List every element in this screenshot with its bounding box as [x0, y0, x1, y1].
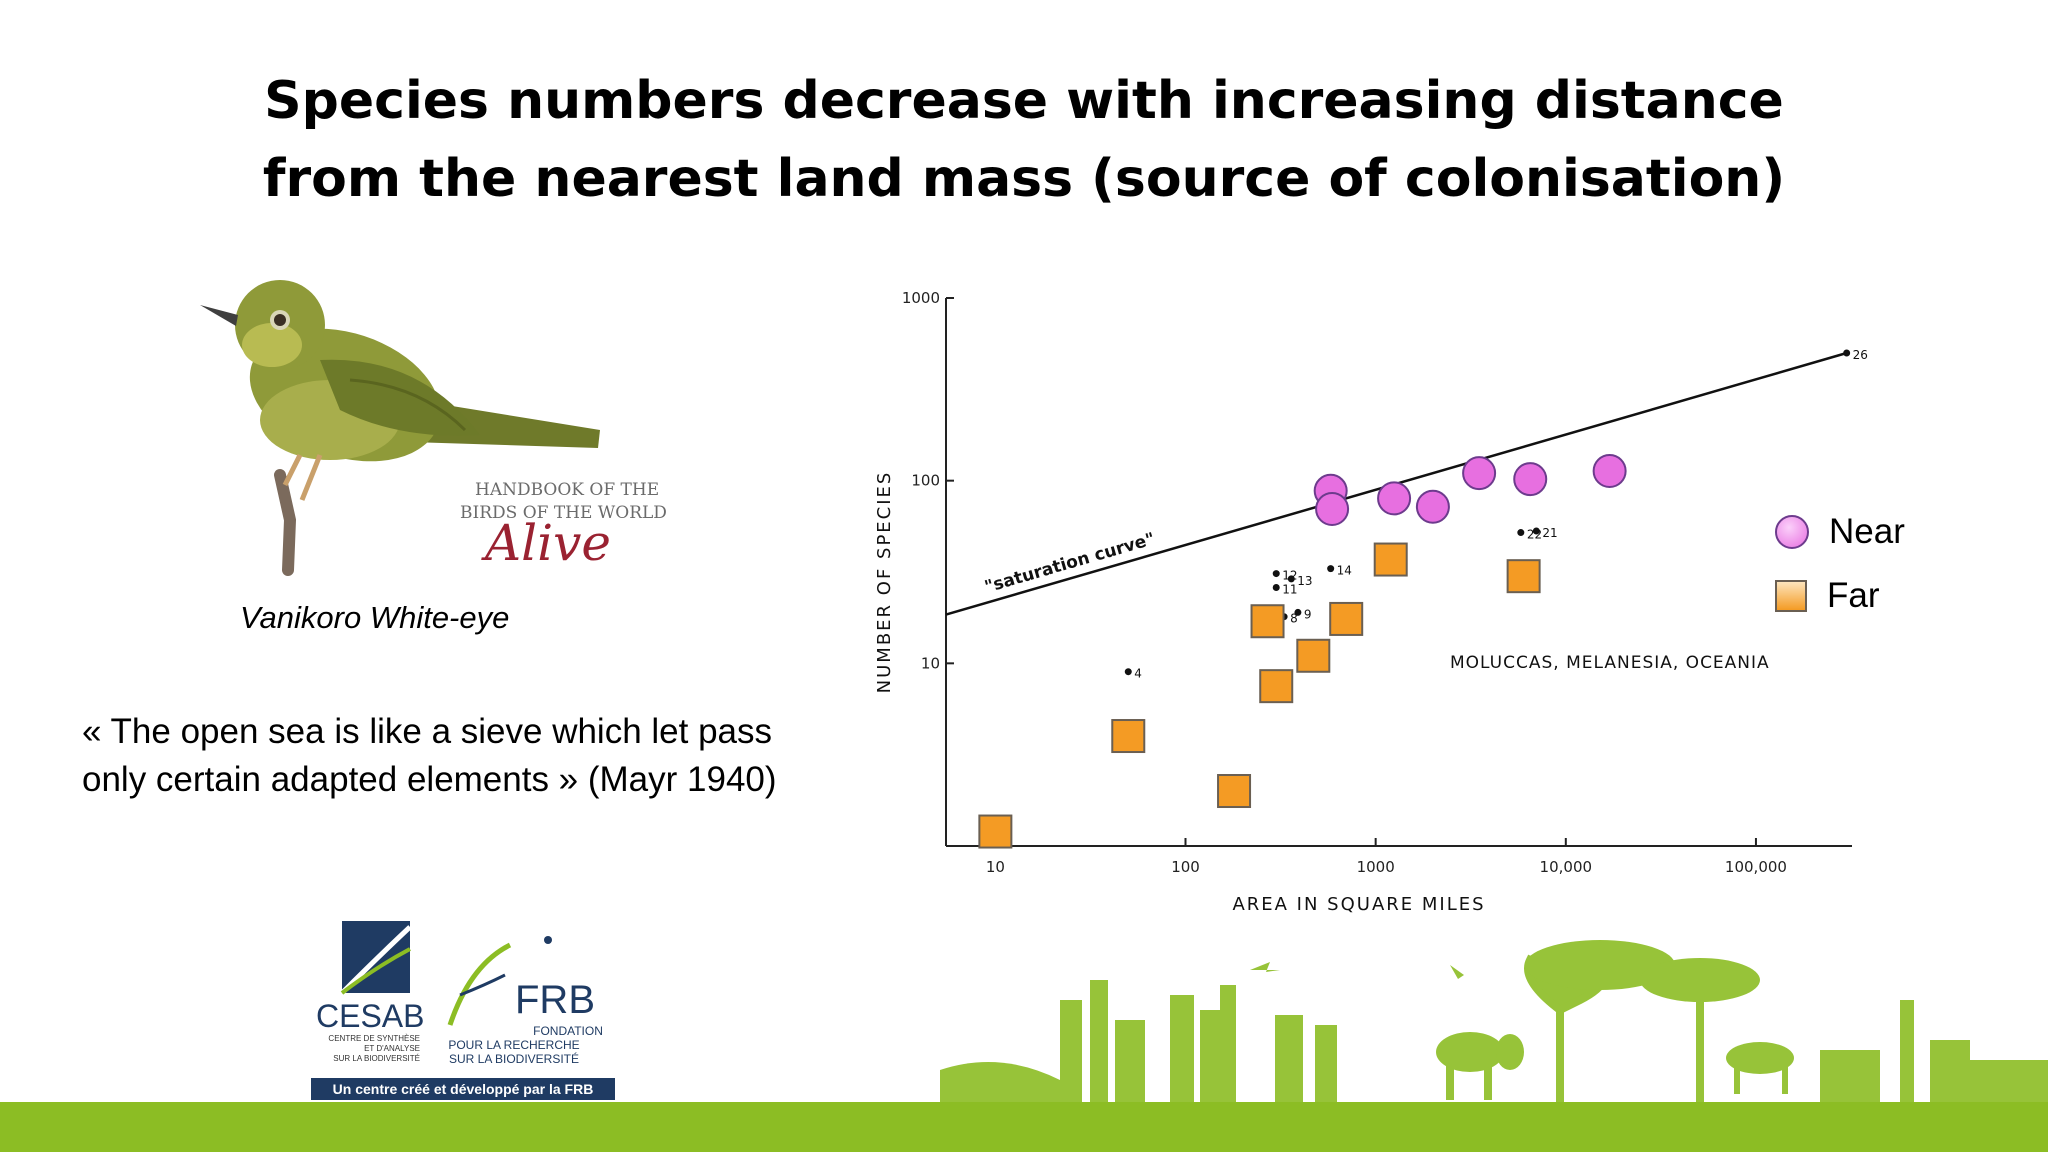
chart-legend: Near Far: [1775, 500, 1905, 628]
near-point: [1377, 481, 1412, 516]
legend-near: Near: [1775, 500, 1905, 564]
title-line-2: from the nearest land mass (source of co…: [262, 149, 1786, 209]
far-point: [1259, 669, 1294, 704]
original-point: [1517, 529, 1525, 537]
near-point: [1592, 453, 1627, 488]
x-tick-label: 100: [1171, 858, 1200, 876]
x-tick-label: 10: [986, 858, 1005, 876]
frb-sub-1: FONDATION: [533, 1024, 603, 1038]
far-marker-icon: [1775, 580, 1807, 612]
original-point-label: 9: [1304, 607, 1312, 621]
frb-logo: FRB FONDATION POUR LA RECHERCHE SUR LA B…: [447, 936, 603, 1066]
region-label: MOLUCCAS, MELANESIA, OCEANIA: [1450, 653, 1770, 673]
original-point-label: 13: [1297, 574, 1312, 588]
original-point: [1272, 570, 1280, 578]
far-series: [978, 542, 1541, 849]
chart-labels: AREA IN SQUARE MILES NUMBER OF SPECIES MOL…: [874, 471, 1770, 915]
y-tick-label: 1000: [902, 289, 940, 307]
cesab-sub-3: SUR LA BIODIVERSITÉ: [333, 1054, 420, 1063]
original-point: [1532, 527, 1540, 535]
legend-far: Far: [1775, 564, 1905, 628]
cesab-sub-1: CENTRE DE SYNTHÈSE: [328, 1034, 420, 1043]
near-point: [1315, 491, 1350, 526]
near-marker-icon: [1775, 515, 1809, 549]
frb-name: FRB: [515, 978, 595, 1022]
y-axis-title: NUMBER OF SPECIES: [874, 471, 895, 694]
near-point: [1462, 456, 1497, 491]
legend-far-label: Far: [1827, 576, 1880, 615]
original-point-label: 8: [1290, 612, 1298, 626]
near-point: [1415, 489, 1450, 524]
chart-ticks: 10 100 1000 10,000 100,000 10 100 1000: [902, 289, 1787, 876]
partner-logos: CESAB CENTRE DE SYNTHÈSE ET D'ANALYSE SU…: [311, 921, 615, 1100]
far-point: [1217, 774, 1252, 809]
far-point: [978, 814, 1013, 849]
frb-sub-2: POUR LA RECHERCHE: [448, 1038, 579, 1052]
tagline-band: [311, 1078, 615, 1100]
title-line-1: Species numbers decrease with increasing…: [264, 71, 1784, 131]
original-point-label: 21: [1542, 526, 1557, 540]
near-series: [1313, 453, 1627, 526]
far-point: [1296, 638, 1331, 673]
cesab-logo: CESAB CENTRE DE SYNTHÈSE ET D'ANALYSE SU…: [316, 921, 424, 1063]
far-point: [1250, 604, 1285, 639]
original-point-label: 4: [1134, 667, 1142, 681]
logo-word: Alive: [481, 514, 611, 572]
logo-line-2: BIRDS OF THE WORLD: [460, 503, 667, 523]
y-tick-label: 100: [911, 472, 940, 490]
original-point: [1327, 565, 1335, 573]
far-point: [1506, 559, 1541, 594]
y-tick-label: 10: [921, 654, 940, 672]
near-point: [1513, 462, 1548, 497]
vanikoro-white-eye-illustration: HANDBOOK OF THE BIRDS OF THE WORLD Alive: [200, 280, 667, 576]
mayr-quote: « The open sea is like a sieve which let…: [82, 712, 777, 799]
far-point: [1329, 601, 1364, 636]
original-point: [1294, 608, 1302, 616]
bird-caption: Vanikoro White-eye: [240, 600, 510, 635]
green-landscape-banner: [940, 940, 2048, 1110]
chart-axes: [945, 298, 1852, 847]
species-area-chart: 10 100 1000 10,000 100,000 10 100 1000 "saturat…: [874, 289, 1868, 915]
far-point: [1111, 719, 1146, 754]
original-point: [1287, 575, 1295, 583]
cesab-name: CESAB: [316, 998, 424, 1034]
x-tick-label: 1000: [1357, 858, 1395, 876]
original-point-label: 11: [1282, 583, 1297, 597]
far-point: [1373, 542, 1408, 577]
original-point-label: 14: [1337, 564, 1352, 578]
tagline: Un centre créé et développé par la FRB: [333, 1081, 594, 1097]
frb-sub-3: SUR LA BIODIVERSITÉ: [449, 1051, 579, 1066]
slide-title: Species numbers decrease with increasing…: [0, 62, 2048, 218]
original-point: [1124, 668, 1132, 676]
x-tick-label: 10,000: [1540, 858, 1593, 876]
original-point-label: 26: [1853, 348, 1868, 362]
saturation-curve-label: "saturation curve": [982, 529, 1157, 597]
hbw-alive-logo: HANDBOOK OF THE BIRDS OF THE WORLD Alive: [460, 480, 667, 572]
x-axis-title: AREA IN SQUARE MILES: [1232, 894, 1485, 915]
cesab-sub-2: ET D'ANALYSE: [364, 1044, 420, 1053]
original-point: [1843, 349, 1851, 357]
original-point: [1272, 584, 1280, 592]
logo-line-1: HANDBOOK OF THE: [475, 480, 659, 500]
x-tick-label: 100,000: [1725, 858, 1787, 876]
legend-near-label: Near: [1829, 512, 1905, 551]
footer-green-band: [0, 1102, 2048, 1152]
